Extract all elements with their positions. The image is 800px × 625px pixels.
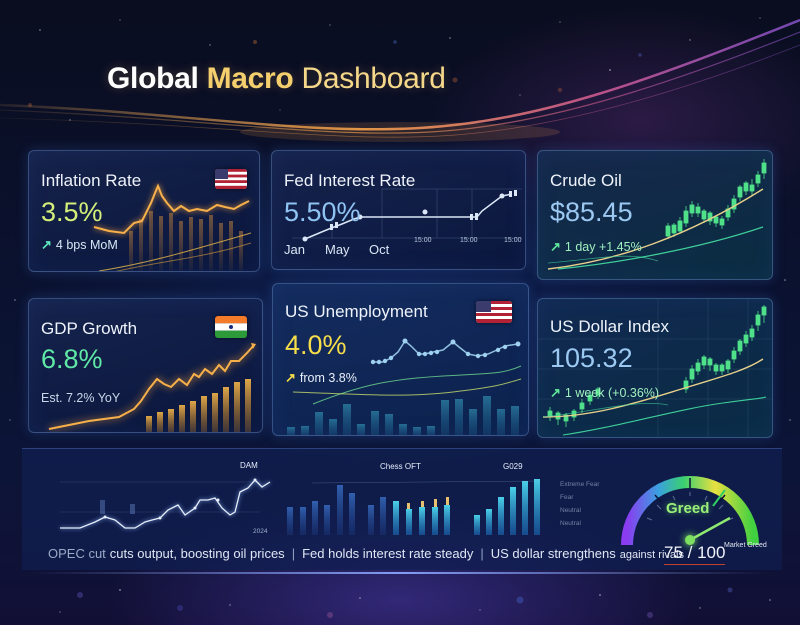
- legend-item: Extreme Fear: [560, 481, 600, 488]
- bottom-glow-line: [30, 572, 770, 574]
- title-word-dashboard: Dashboard: [301, 62, 446, 95]
- india-flag-icon: [215, 316, 247, 338]
- inflation-chart: [93, 183, 252, 271]
- card-title: Fed Interest Rate: [284, 171, 416, 190]
- gauge-caption: Market Greed: [724, 542, 767, 549]
- card-title: US Dollar Index: [550, 317, 670, 336]
- inflation-rate-card[interactable]: Inflation Rate 3.5% ↗ 4 bps MoM: [28, 150, 260, 272]
- inflation-change: ↗ 4 bps MoM: [41, 237, 118, 253]
- us-flag-icon: [476, 301, 512, 323]
- dollar-index-value: 105.32: [550, 343, 633, 373]
- crude-oil-candlestick-chart: [547, 159, 767, 270]
- x-label-may: May: [325, 242, 350, 257]
- dollar-index-candlestick-chart: [538, 299, 772, 437]
- ticker-separator: |: [291, 546, 296, 561]
- gdp-growth-card[interactable]: GDP Growth 6.8% Est. 7.2% YoY: [28, 298, 263, 433]
- fed-rate-value: 5.50%: [284, 197, 361, 227]
- fed-rate-step-chart: [292, 188, 522, 242]
- fear-greed-gauge: [621, 476, 759, 546]
- ticker-separator: |: [480, 546, 484, 561]
- ticker-item-3-suffix: against rivals: [619, 549, 684, 561]
- title-word-macro: Macro: [206, 62, 294, 95]
- bottom-chart1-year: 2024: [253, 528, 268, 535]
- us-unemployment-card[interactable]: US Unemployment 4.0% ↗ from 3.8%: [272, 283, 529, 436]
- tick-label: 15:00: [460, 237, 478, 244]
- x-label-jan: Jan: [284, 242, 305, 257]
- sentiment-legend: Extreme Fear Fear Neutral Neutral: [560, 478, 599, 530]
- tick-label: 15:00: [504, 237, 522, 244]
- ticker-item-3[interactable]: US dollar strengthens: [490, 546, 616, 561]
- us-dollar-index-card[interactable]: US Dollar Index 105.32 ↗ 1 week (+0.36%): [537, 298, 773, 438]
- gdp-value: 6.8%: [41, 344, 103, 374]
- card-title: GDP Growth: [41, 319, 138, 338]
- bottom-chart2-label: Chess OFT: [380, 462, 421, 471]
- card-title: Crude Oil: [550, 171, 622, 190]
- bottom-chart2-label-right: G029: [503, 462, 523, 471]
- bottom-panel: [22, 448, 782, 570]
- legend-item: Fear: [560, 494, 574, 501]
- bottom-chart1-label: DAM: [240, 461, 258, 470]
- news-ticker[interactable]: OPEC cut cuts output, boosting oil price…: [48, 546, 684, 561]
- us-flag-icon: [215, 169, 247, 189]
- crude-oil-value: $85.45: [550, 197, 633, 227]
- dashboard-title: Global Macro Dashboard: [107, 62, 446, 96]
- arrow-up-right-icon: ↗: [550, 385, 561, 400]
- change-text: from 3.8%: [299, 371, 357, 385]
- title-word-global: Global: [107, 62, 199, 95]
- unemployment-value: 4.0%: [285, 330, 347, 360]
- bottom-line-chart: [60, 478, 271, 529]
- gauge-state-label: Greed: [666, 500, 710, 517]
- gdp-estimate: Est. 7.2% YoY: [41, 391, 121, 405]
- arrow-up-right-icon: ↗: [285, 370, 296, 385]
- change-text: 4 bps MoM: [55, 238, 118, 252]
- legend-item: Neutral: [560, 507, 581, 514]
- x-label-oct: Oct: [369, 242, 390, 257]
- change-text: 1 week (+0.36%): [564, 386, 660, 400]
- arrow-up-right-icon: ↗: [41, 237, 52, 252]
- unemployment-change: ↗ from 3.8%: [285, 370, 357, 386]
- fed-interest-rate-card[interactable]: Fed Interest Rate 5.50% Jan May Oct 15:0…: [271, 150, 526, 270]
- inflation-value: 3.5%: [41, 197, 103, 227]
- change-text: 1 day +1.45%: [564, 240, 642, 254]
- legend-item: Neutral: [560, 520, 581, 527]
- arrow-up-right-icon: ↗: [550, 239, 561, 254]
- ticker-item-1-prefix: OPEC cut: [48, 546, 106, 561]
- card-title: US Unemployment: [285, 302, 428, 321]
- crude-oil-card[interactable]: Crude Oil $85.45 ↗ 1 day +1.45%: [537, 150, 773, 280]
- ticker-item-1[interactable]: cuts output, boosting oil prices: [109, 546, 285, 561]
- crude-oil-change: ↗ 1 day +1.45%: [550, 239, 642, 255]
- sentiment-score: 75 / 100: [664, 543, 726, 565]
- ticker-item-2[interactable]: Fed holds interest rate steady: [302, 546, 474, 561]
- gdp-growth-chart: [48, 343, 256, 432]
- dollar-index-change: ↗ 1 week (+0.36%): [550, 385, 659, 401]
- unemployment-chart: [287, 338, 522, 435]
- bottom-bar-chart: [287, 479, 541, 535]
- card-title: Inflation Rate: [41, 171, 142, 190]
- tick-label: 15:00: [414, 237, 432, 244]
